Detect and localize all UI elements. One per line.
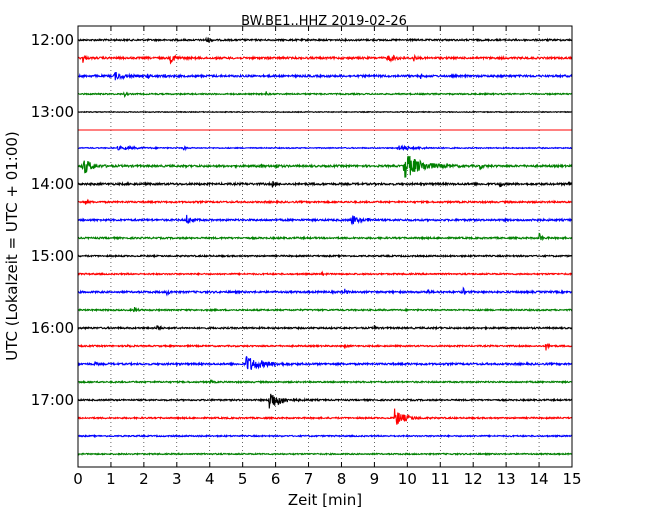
chart-title: BW.BE1..HHZ 2019-02-26 (241, 14, 407, 29)
x-tick-label: 3 (172, 470, 182, 488)
x-tick-label: 15 (562, 470, 581, 488)
x-tick-label: 7 (304, 470, 314, 488)
trace-line (77, 155, 573, 178)
x-tick-label: 4 (205, 470, 215, 488)
x-tick-label: 6 (271, 470, 281, 488)
trace-line (77, 232, 573, 242)
x-tick-label: 14 (530, 470, 549, 488)
trace-group (77, 36, 573, 457)
trace-line (77, 433, 573, 439)
trace-line (77, 91, 573, 98)
plot-frame (77, 25, 573, 468)
trace-line (77, 307, 573, 313)
y-tick-label: 15:00 (31, 247, 74, 265)
y-axis: 12:00 13:00 14:00 15:00 16:00 17:00 (31, 31, 572, 409)
trace-line (77, 451, 573, 457)
y-tick-label: 14:00 (31, 175, 74, 193)
trace-line (77, 36, 573, 43)
x-tick-label: 5 (238, 470, 248, 488)
x-tick-label: 13 (497, 470, 516, 488)
trace-line (77, 71, 573, 81)
trace-line (77, 53, 573, 65)
trace-line (77, 342, 573, 351)
grid-lines (110, 26, 540, 467)
trace-line (77, 198, 573, 205)
trace-line (77, 379, 573, 385)
trace-line (77, 324, 573, 331)
y-tick-label: 12:00 (31, 31, 74, 49)
trace-line (77, 214, 573, 226)
trace-line (77, 355, 573, 370)
trace-line (77, 110, 573, 114)
trace-line (77, 253, 573, 259)
x-tick-label: 2 (139, 470, 149, 488)
x-tick-label: 8 (337, 470, 347, 488)
trace-line (77, 270, 573, 277)
trace-line (77, 180, 573, 188)
x-axis: 0 1 2 3 4 5 6 7 8 9 10 11 12 13 14 15 (73, 26, 582, 488)
trace-line (77, 144, 573, 152)
y-axis-label: UTC (Lokalzeit = UTC + 01:00) (3, 131, 21, 361)
x-tick-label: 1 (106, 470, 116, 488)
x-axis-label: Zeit [min] (288, 491, 362, 509)
y-tick-label: 17:00 (31, 391, 74, 409)
trace-line (77, 393, 573, 409)
y-tick-label: 13:00 (31, 103, 74, 121)
y-tick-label: 16:00 (31, 319, 74, 337)
trace-line (77, 408, 573, 425)
x-tick-label: 9 (370, 470, 380, 488)
trace-line (77, 286, 573, 297)
x-tick-label: 0 (73, 470, 83, 488)
x-tick-label: 10 (398, 470, 417, 488)
x-tick-label: 11 (431, 470, 450, 488)
x-tick-label: 12 (464, 470, 483, 488)
